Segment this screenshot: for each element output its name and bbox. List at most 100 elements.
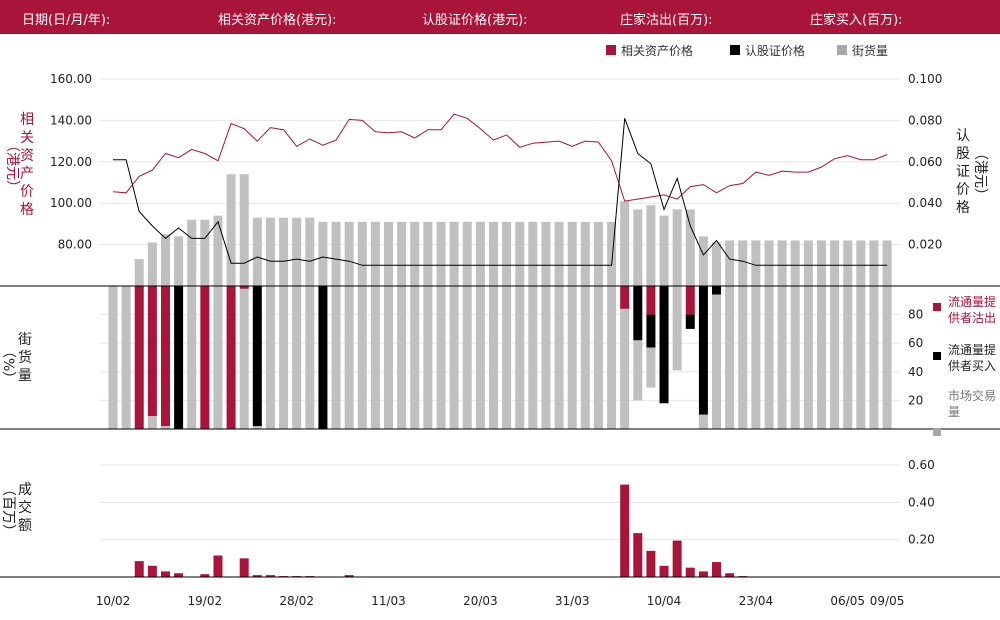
outstanding-bar (187, 219, 197, 286)
legend-lp-buy-swatch (933, 352, 941, 360)
outstanding-bar (712, 242, 722, 286)
market-volume-bar (580, 286, 590, 429)
market-volume-bar (725, 286, 735, 429)
turnover-tick-label: 0.40 (908, 495, 935, 509)
market-volume-bar (160, 426, 170, 429)
market-volume-bar (882, 286, 892, 429)
market-volume-bar (475, 286, 485, 429)
warrant-axis-ticks: 0.100 0.080 0.060 0.040 0.020 (908, 72, 942, 252)
market-volume-bar (252, 426, 262, 429)
turnover-bar (200, 574, 210, 577)
outstanding-bar (239, 174, 249, 286)
outstanding-bar (541, 221, 551, 286)
turnover-tick-label: 0.60 (908, 458, 935, 472)
svg-text:资: 资 (20, 148, 34, 164)
market-volume-bar (698, 414, 708, 429)
turnover-bar (633, 533, 643, 577)
liquidity-tick-label: 20 (908, 393, 923, 407)
outstanding-bar (882, 240, 892, 286)
legend-lp-sell-swatch (933, 303, 941, 311)
turnover-axis-label: 成 交 额 （百万） (0, 482, 32, 538)
lp-buy-bar (633, 286, 643, 341)
outstanding-bar (344, 221, 354, 286)
outstanding-bar (252, 217, 262, 286)
outstanding-bar (397, 221, 407, 286)
market-volume-bar (777, 286, 787, 429)
market-volume-bar (790, 286, 800, 429)
warrant-tick-label: 0.100 (908, 72, 942, 86)
outstanding-bar (213, 215, 223, 286)
legend-lp-buy-label: 流通量提供者买入 (948, 342, 996, 373)
market-volume-bar (436, 286, 446, 429)
turnover-bar (265, 575, 275, 577)
market-volume-bar (567, 286, 577, 429)
lp-buy-bar (174, 286, 184, 429)
market-volume-bar (816, 286, 826, 429)
outstanding-bar (646, 205, 656, 286)
turnover-bar (685, 567, 695, 577)
svg-text:价: 价 (20, 184, 34, 200)
turnover-bar (134, 561, 144, 577)
underlying-axis-ticks: 160.00 140.00 120.00 100.00 80.00 (50, 72, 92, 252)
outstanding-bar (331, 221, 341, 286)
market-volume-bar (462, 286, 472, 429)
market-volume-bar (357, 286, 367, 429)
lp-sell-bar (226, 286, 236, 429)
x-tick-label: 09/05 (870, 594, 905, 608)
outstanding-bar (502, 221, 512, 286)
liquidity-tick-label: 80 (908, 308, 923, 322)
x-tick-label: 23/04 (739, 594, 774, 608)
x-tick-label: 10/02 (96, 594, 131, 608)
market-volume-bar (856, 286, 866, 429)
liquidity-tick-label: 40 (908, 365, 923, 379)
outstanding-bar (292, 217, 302, 286)
market-volume-bar (108, 286, 118, 429)
svg-text:关: 关 (20, 130, 34, 146)
svg-text:格: 格 (20, 202, 34, 218)
liquidity-legend: 流通量提供者沽出 流通量提供者买入 市场交易量 (933, 294, 996, 436)
market-volume-bar (830, 286, 840, 429)
legend-warrant-swatch (730, 45, 740, 55)
info-header: 日期(日/月/年): 相关资产价格(港元): 认股证价格(港元): 庄家沽出(百… (0, 0, 1000, 34)
turnover-bar (659, 565, 669, 577)
x-tick-label: 11/03 (371, 594, 406, 608)
market-volume-bar (121, 286, 131, 429)
liquidity-axis-ticks: 80 60 40 20 (908, 308, 923, 408)
outstanding-bar (843, 240, 853, 286)
turnover-bar (620, 484, 630, 577)
underlying-tick-label: 140.00 (50, 113, 92, 127)
outstanding-bar (318, 221, 328, 286)
outstanding-bar (580, 221, 590, 286)
lp-sell-bar (147, 286, 157, 417)
outstanding-bar (685, 209, 695, 286)
svg-text:货: 货 (18, 349, 32, 366)
market-volume-bar (305, 286, 315, 429)
svg-text:股: 股 (956, 146, 970, 162)
svg-text:证: 证 (956, 164, 970, 180)
outstanding-bar (200, 219, 210, 286)
warrant-tick-label: 0.060 (908, 155, 942, 169)
turnover-bar (344, 575, 354, 577)
turnover-bar (213, 555, 223, 577)
outstanding-bar (869, 240, 879, 286)
outstanding-bar (803, 240, 813, 286)
turnover-bar (252, 575, 262, 577)
outstanding-bar (725, 240, 735, 286)
outstanding-bar (528, 221, 538, 286)
market-volume-bar (370, 286, 380, 429)
turnover-axis-ticks: 0.60 0.40 0.20 (908, 458, 935, 547)
outstanding-bar (593, 221, 603, 286)
x-tick-label: 20/03 (463, 594, 498, 608)
legend-underlying-swatch (606, 45, 616, 55)
warrant-tick-label: 0.040 (908, 196, 942, 210)
market-volume-bar (265, 286, 275, 429)
outstanding-bar (462, 221, 472, 286)
market-volume-bar (292, 286, 302, 429)
outstanding-bar (488, 221, 498, 286)
market-volume-bar (633, 340, 643, 401)
outstanding-bar (279, 217, 289, 286)
liquidity-tick-label: 60 (908, 336, 923, 350)
price-legend: 相关资产价格 认股证价格 街货量 (606, 43, 888, 58)
turnover-bar (160, 571, 170, 577)
svg-text:（港元）: （港元） (972, 146, 988, 202)
